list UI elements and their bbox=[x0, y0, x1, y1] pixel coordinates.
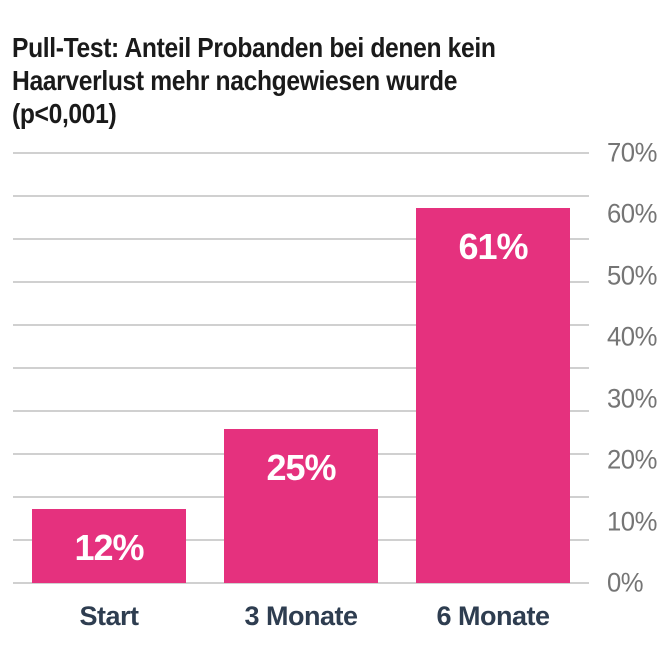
bar-value-label: 61% bbox=[458, 226, 528, 268]
chart-title-line-3: (p<0,001) bbox=[12, 98, 117, 129]
chart-title-line-1: Pull-Test: Anteil Probanden bei denen ke… bbox=[12, 32, 496, 63]
y-axis-tick-label: 10% bbox=[607, 506, 657, 537]
gridline bbox=[13, 410, 589, 412]
gridline bbox=[13, 324, 589, 326]
chart-title-line-2: Haarverlust mehr nachgewiesen wurde bbox=[12, 65, 458, 96]
bar-Start: 12% bbox=[32, 509, 186, 583]
gridline bbox=[13, 238, 589, 240]
chart-title: Pull-Test: Anteil Probanden bei denen ke… bbox=[12, 31, 628, 130]
bar-value-label: 12% bbox=[74, 527, 144, 569]
y-axis-tick-label: 50% bbox=[607, 260, 657, 291]
gridline bbox=[13, 582, 589, 584]
y-axis-tick-label: 40% bbox=[607, 321, 657, 352]
x-axis-category-label: 6 Monate bbox=[436, 601, 550, 631]
bar-3 Monate: 25% bbox=[224, 429, 378, 583]
y-axis-tick-label: 20% bbox=[607, 444, 657, 475]
bar-6 Monate: 61% bbox=[416, 208, 570, 583]
y-axis-tick-label: 70% bbox=[607, 137, 657, 168]
gridline bbox=[13, 367, 589, 369]
x-axis-category-label: 3 Monate bbox=[244, 601, 358, 631]
y-axis-tick-label: 60% bbox=[607, 198, 657, 229]
gridline bbox=[13, 195, 589, 197]
x-axis-category-label: Start bbox=[79, 601, 139, 631]
y-axis-tick-label: 0% bbox=[607, 567, 644, 598]
gridline bbox=[13, 152, 589, 154]
y-axis-tick-label: 30% bbox=[607, 383, 657, 414]
bar-value-label: 25% bbox=[266, 447, 336, 489]
gridline bbox=[13, 281, 589, 283]
